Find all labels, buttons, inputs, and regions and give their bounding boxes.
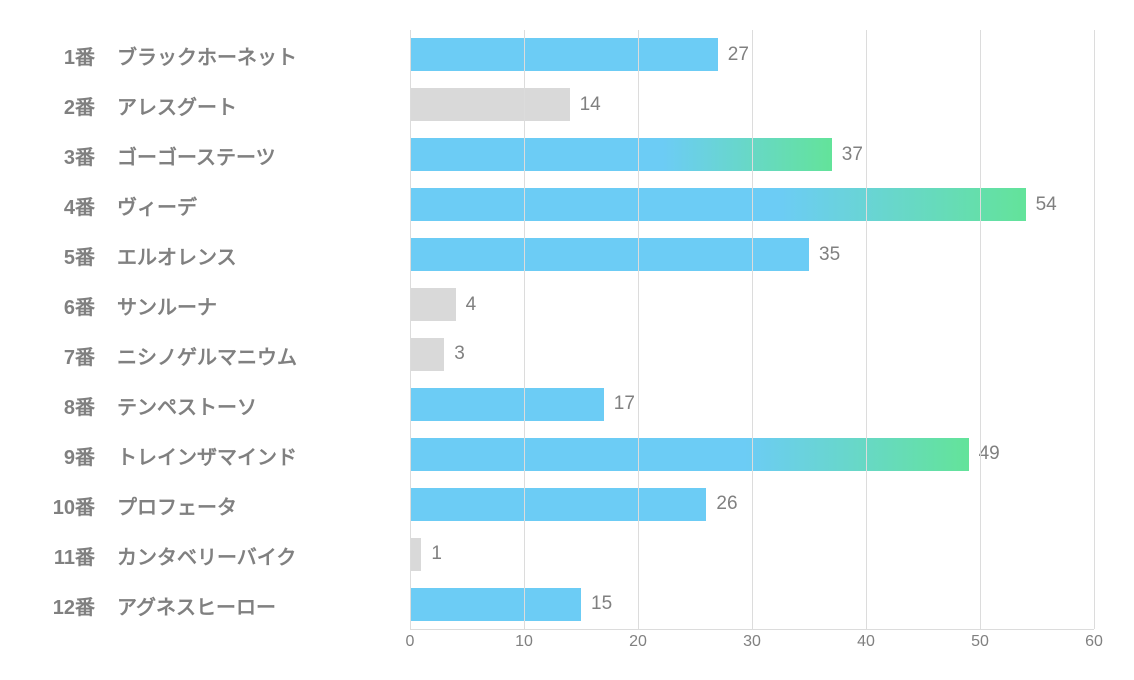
label-row: 6番サンルーナ (40, 280, 410, 330)
name-label: テンペストーソ (103, 391, 410, 420)
name-label: カンタベリーバイク (103, 541, 410, 570)
rank-label: 4番 (40, 191, 103, 220)
bar (410, 588, 581, 621)
rank-label: 5番 (40, 241, 103, 270)
label-row: 3番ゴーゴーステーツ (40, 130, 410, 180)
value-label: 37 (842, 144, 863, 166)
chart-body: 1番ブラックホーネット2番アレスグート3番ゴーゴーステーツ4番ヴィーデ5番エルオ… (40, 30, 1094, 630)
gridline (980, 30, 981, 629)
value-label: 26 (716, 493, 737, 515)
bar (410, 538, 421, 571)
bar (410, 488, 706, 521)
label-row: 12番アグネスヒーロー (40, 580, 410, 630)
gridline (410, 30, 411, 629)
rank-label: 12番 (40, 591, 103, 620)
name-label: サンルーナ (103, 291, 410, 320)
label-row: 1番ブラックホーネット (40, 30, 410, 80)
label-row: 2番アレスグート (40, 80, 410, 130)
value-label: 35 (819, 244, 840, 266)
x-tick-label: 10 (515, 633, 533, 651)
rank-label: 3番 (40, 141, 103, 170)
rank-label: 10番 (40, 491, 103, 520)
bar (410, 388, 604, 421)
x-tick-label: 20 (629, 633, 647, 651)
label-row: 10番プロフェータ (40, 480, 410, 530)
value-label: 17 (614, 393, 635, 415)
x-tick-label: 60 (1085, 633, 1103, 651)
label-row: 9番トレインザマインド (40, 430, 410, 480)
x-axis: 0102030405060 (410, 633, 1094, 658)
name-label: アレスグート (103, 91, 410, 120)
rank-label: 7番 (40, 341, 103, 370)
name-label: トレインザマインド (103, 441, 410, 470)
label-row: 8番テンペストーソ (40, 380, 410, 430)
bar (410, 288, 456, 321)
label-row: 5番エルオレンス (40, 230, 410, 280)
rank-label: 8番 (40, 391, 103, 420)
name-label: ヴィーデ (103, 191, 410, 220)
rank-label: 6番 (40, 291, 103, 320)
bar (410, 238, 809, 271)
x-tick-label: 40 (857, 633, 875, 651)
rank-label: 11番 (40, 541, 103, 570)
name-label: ニシノゲルマニウム (103, 341, 410, 370)
rank-label: 1番 (40, 41, 103, 70)
gridline (524, 30, 525, 629)
x-tick-label: 30 (743, 633, 761, 651)
gridline (866, 30, 867, 629)
x-tick-label: 50 (971, 633, 989, 651)
bar (410, 438, 969, 471)
value-label: 15 (591, 593, 612, 615)
value-label: 4 (466, 294, 477, 316)
name-label: プロフェータ (103, 491, 410, 520)
name-label: エルオレンス (103, 241, 410, 270)
bar (410, 138, 832, 171)
bar (410, 338, 444, 371)
name-label: ブラックホーネット (103, 41, 410, 70)
value-label: 1 (431, 543, 442, 565)
name-label: アグネスヒーロー (103, 591, 410, 620)
rank-label: 2番 (40, 91, 103, 120)
chart-container: 1番ブラックホーネット2番アレスグート3番ゴーゴーステーツ4番ヴィーデ5番エルオ… (0, 0, 1134, 680)
value-label: 3 (454, 343, 465, 365)
value-label: 54 (1036, 194, 1057, 216)
label-row: 11番カンタベリーバイク (40, 530, 410, 580)
label-row: 7番ニシノゲルマニウム (40, 330, 410, 380)
value-label: 49 (979, 443, 1000, 465)
value-label: 14 (580, 94, 601, 116)
gridline (752, 30, 753, 629)
value-label: 27 (728, 44, 749, 66)
x-tick-label: 0 (406, 633, 415, 651)
bar (410, 188, 1026, 221)
label-row: 4番ヴィーデ (40, 180, 410, 230)
gridline (1094, 30, 1095, 629)
plot-area: 27 14 37 54 35 4 3 17 49 26 1 15 (410, 30, 1094, 630)
rank-label: 9番 (40, 441, 103, 470)
labels-column: 1番ブラックホーネット2番アレスグート3番ゴーゴーステーツ4番ヴィーデ5番エルオ… (40, 30, 410, 630)
gridline (638, 30, 639, 629)
name-label: ゴーゴーステーツ (103, 141, 410, 170)
bar (410, 38, 718, 71)
bar (410, 88, 570, 121)
